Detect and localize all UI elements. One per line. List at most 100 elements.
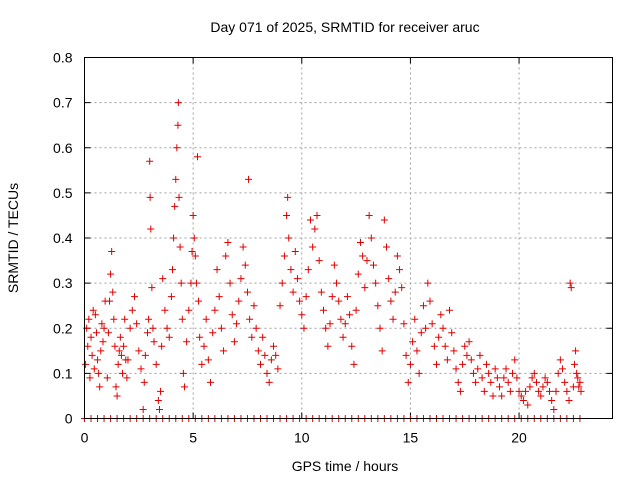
data-point — [396, 266, 404, 274]
data-point — [95, 369, 103, 377]
data-point — [400, 320, 408, 328]
data-point — [556, 356, 564, 364]
data-point — [121, 315, 129, 323]
plot-frame — [84, 57, 613, 419]
x-tick-label: 20 — [511, 430, 527, 446]
data-point — [315, 257, 323, 265]
data-point — [90, 365, 98, 373]
data-point — [248, 333, 256, 341]
data-point — [267, 356, 275, 364]
data-point — [461, 342, 469, 350]
data-point — [524, 401, 532, 409]
data-point — [193, 153, 201, 161]
data-point — [306, 216, 314, 224]
data-point — [276, 302, 284, 310]
data-point — [363, 257, 371, 265]
data-point — [130, 293, 138, 301]
data-point — [298, 311, 306, 319]
data-point — [222, 252, 230, 260]
data-point — [200, 342, 208, 350]
data-point — [469, 369, 477, 377]
data-point — [278, 279, 286, 287]
data-point — [367, 234, 375, 242]
data-point — [383, 243, 391, 251]
data-point — [411, 315, 419, 323]
data-point — [422, 324, 430, 332]
data-point — [552, 387, 560, 395]
data-point — [435, 333, 443, 341]
data-point — [576, 378, 584, 386]
data-point — [456, 387, 464, 395]
data-point — [104, 329, 112, 337]
data-point — [561, 378, 569, 386]
y-axis-label: SRMTID / TECUs — [5, 183, 21, 293]
data-point — [419, 302, 427, 310]
data-point — [191, 252, 199, 260]
y-tick-label: 0.1 — [53, 365, 73, 381]
data-point — [243, 288, 251, 296]
data-point — [91, 311, 99, 319]
x-tick-label: 15 — [403, 430, 419, 446]
data-point — [300, 324, 308, 332]
data-point — [177, 279, 185, 287]
data-point — [171, 202, 179, 210]
data-point — [320, 306, 328, 314]
data-point — [328, 293, 336, 301]
x-tick-label: 10 — [294, 430, 310, 446]
data-point — [441, 342, 449, 350]
data-point — [566, 279, 574, 287]
data-point — [348, 342, 356, 350]
x-axis-label: GPS time / hours — [292, 458, 399, 474]
data-point — [519, 396, 527, 404]
data-point — [417, 329, 425, 337]
data-point — [424, 279, 432, 287]
data-point — [485, 369, 493, 377]
data-point — [443, 356, 451, 364]
data-point — [459, 360, 467, 368]
data-point — [339, 333, 347, 341]
data-point — [192, 279, 200, 287]
data-point — [326, 320, 334, 328]
data-point — [283, 211, 291, 219]
data-point — [548, 396, 556, 404]
data-point — [575, 383, 583, 391]
data-point — [113, 392, 121, 400]
y-tick-label: 0.4 — [53, 230, 73, 246]
data-point — [97, 347, 105, 355]
gridlines — [84, 57, 613, 419]
data-point — [133, 320, 141, 328]
data-point — [369, 261, 377, 269]
data-point — [165, 333, 173, 341]
data-point — [172, 175, 180, 183]
data-point — [482, 360, 490, 368]
data-point — [159, 275, 167, 283]
data-point — [498, 392, 506, 400]
data-point — [387, 297, 395, 305]
axis-ticks: 0 0.1 0.2 0.3 0.4 0.5 0.6 0.7 0.8 0 5 10 15 20 — [53, 50, 613, 446]
data-point — [261, 351, 269, 359]
data-point — [574, 374, 582, 382]
data-point — [413, 347, 421, 355]
data-point — [454, 378, 462, 386]
data-point — [439, 324, 447, 332]
data-point — [513, 374, 521, 382]
data-point — [126, 324, 134, 332]
data-point — [204, 356, 212, 364]
data-point — [541, 374, 549, 382]
data-point — [220, 347, 228, 355]
data-point — [146, 193, 154, 201]
data-point — [82, 360, 90, 368]
data-point — [88, 351, 96, 359]
data-point — [176, 243, 184, 251]
data-point — [163, 324, 171, 332]
data-point — [137, 365, 145, 373]
data-point — [107, 270, 115, 278]
data-point — [207, 378, 215, 386]
data-point — [330, 261, 338, 269]
data-point — [317, 288, 325, 296]
data-point — [254, 347, 262, 355]
data-point — [235, 297, 243, 305]
data-point — [559, 365, 567, 373]
data-point — [252, 324, 260, 332]
